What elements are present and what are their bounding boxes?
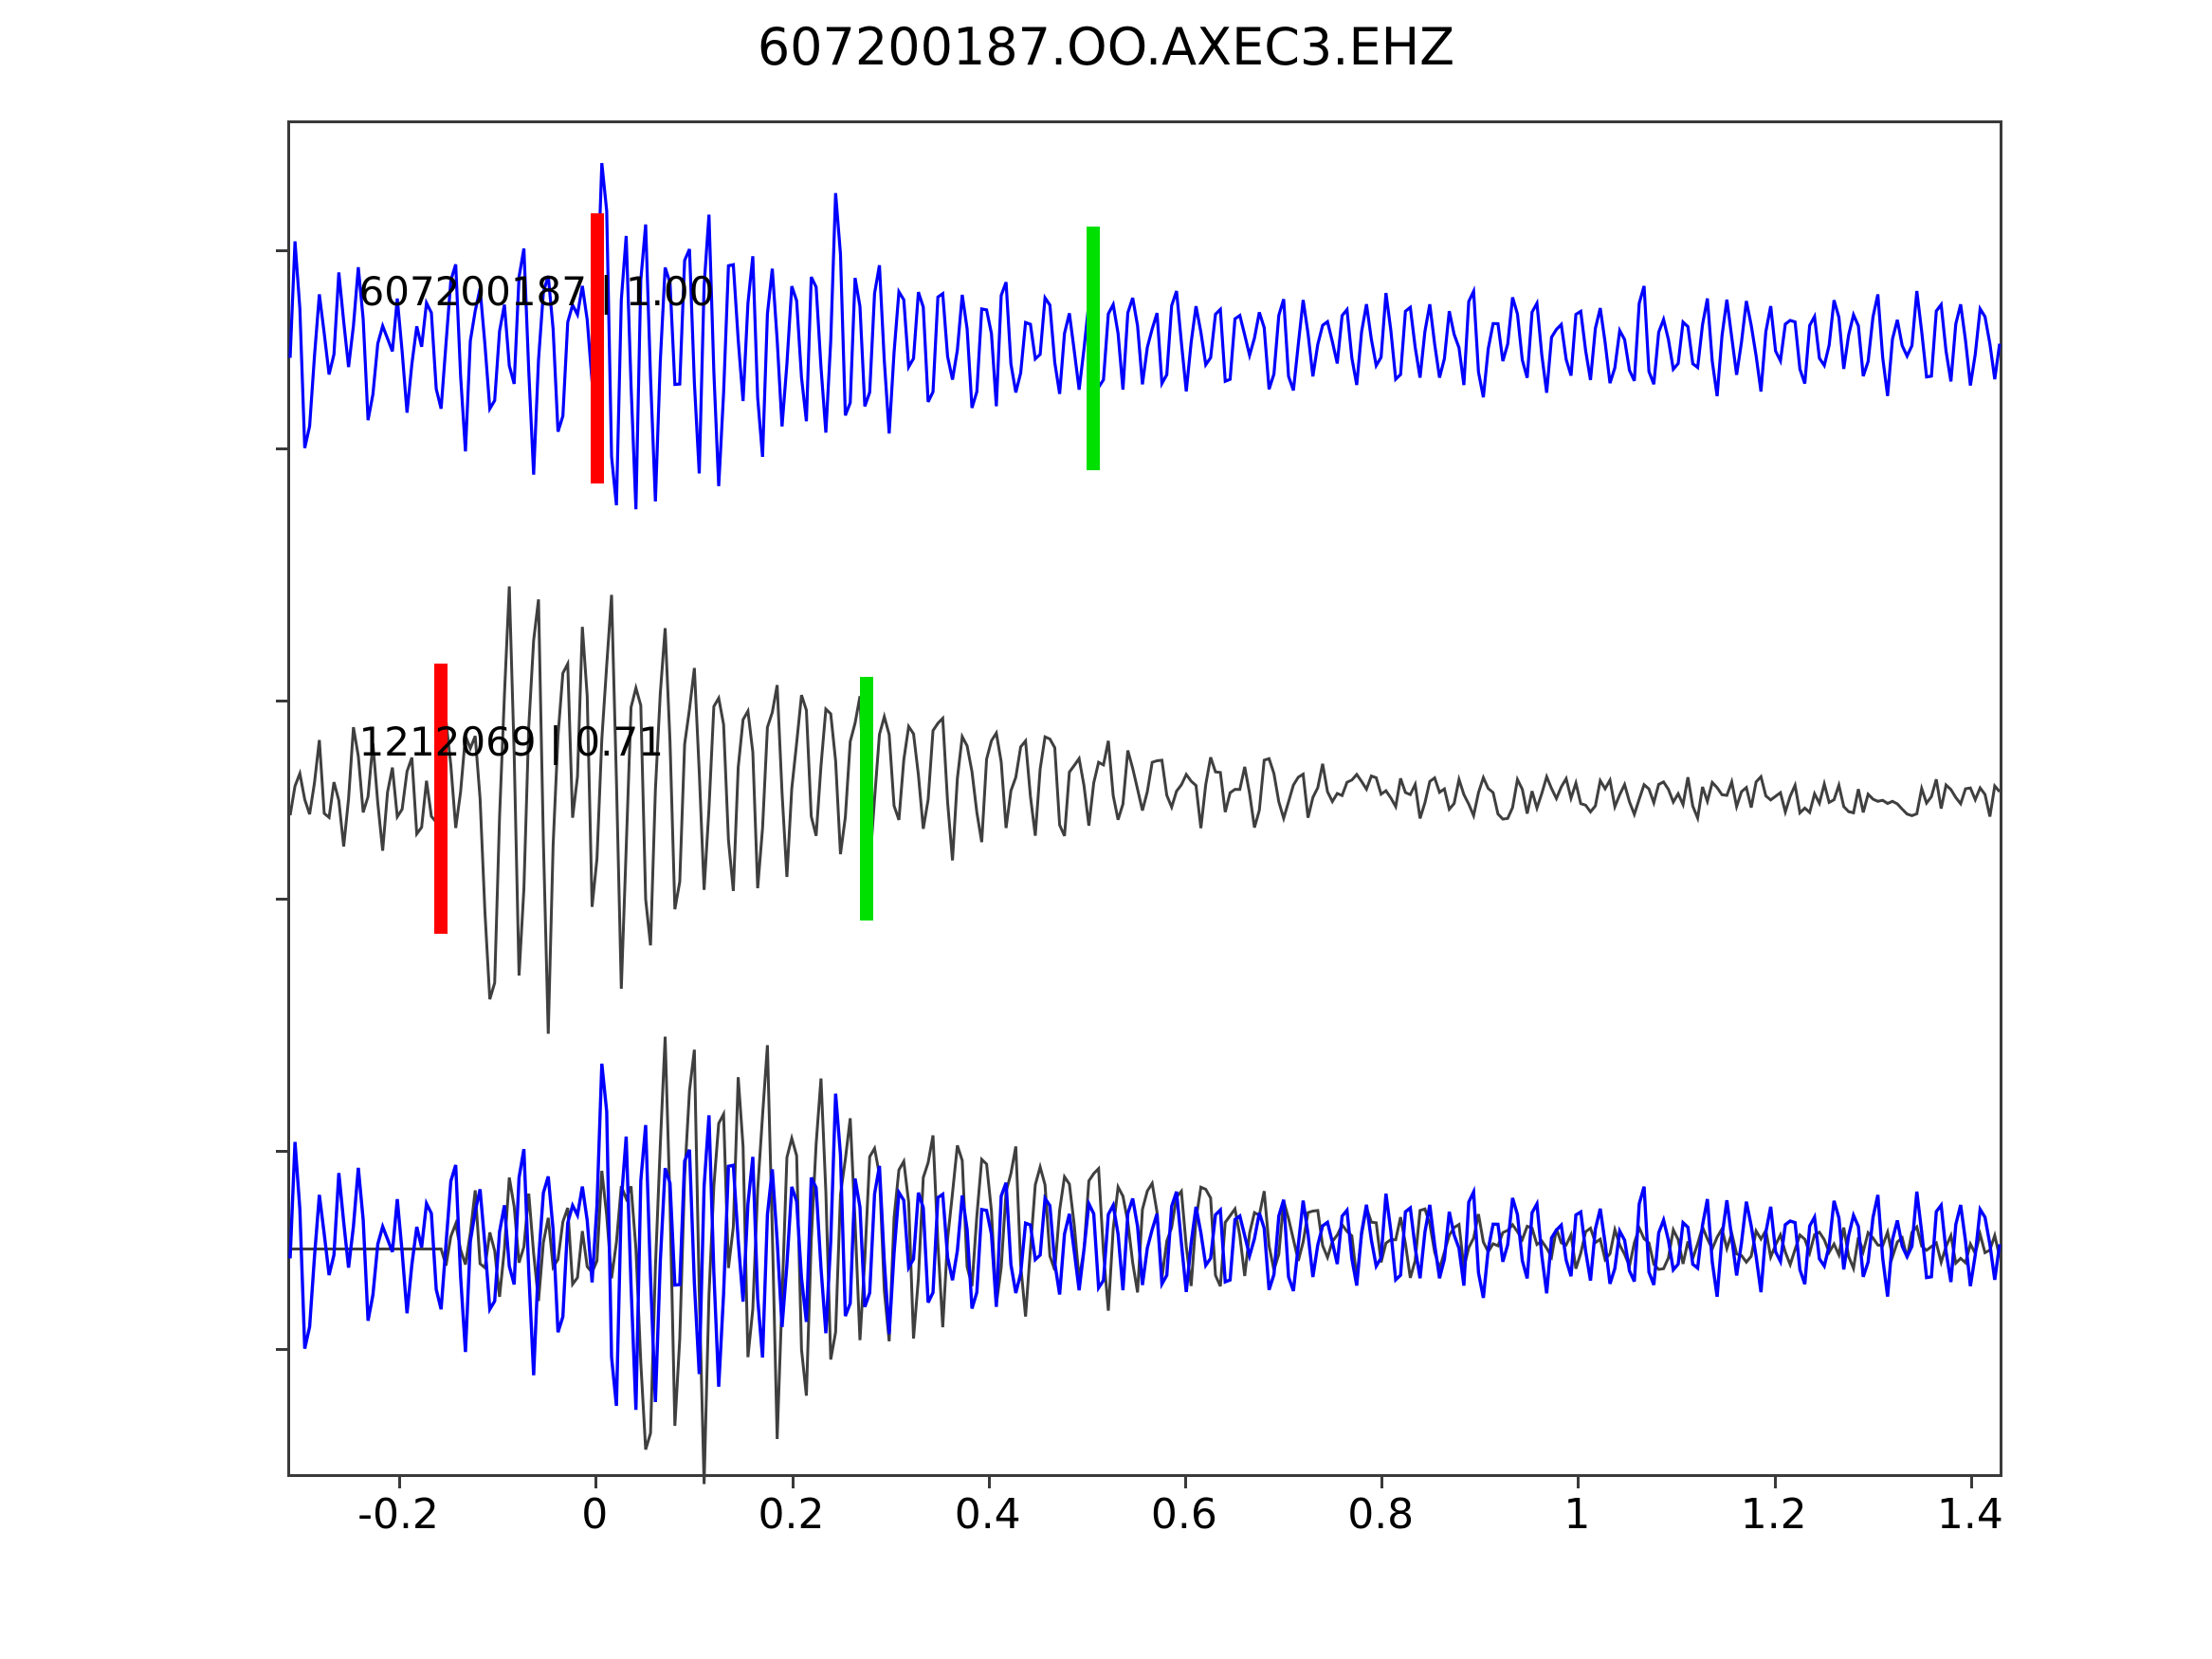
- s-pick-trace-1: [1086, 227, 1100, 470]
- y-axis-tick-3: [276, 700, 290, 702]
- p-pick-trace-1: [591, 213, 605, 483]
- trace-label-2: 1212069 | 0.71: [358, 718, 664, 765]
- trace-1-waveform: [288, 162, 2002, 510]
- trace-3-overlay-waveform: [288, 1036, 2002, 1485]
- y-axis-tick-2: [276, 898, 290, 901]
- trace-label-1: 607200187 | 1.00: [358, 267, 715, 315]
- x-axis-tick-3: [987, 1474, 991, 1488]
- y-axis-tick-5: [276, 249, 290, 252]
- x-axis-tick-4: [1183, 1474, 1187, 1488]
- x-axis-tick-label-8: 1.4: [1936, 1490, 2003, 1539]
- x-axis-tick-label-7: 1.2: [1740, 1490, 1807, 1539]
- x-axis-tick-label-3: 0.4: [954, 1490, 1021, 1539]
- trace-2-waveform: [288, 586, 2002, 1034]
- x-axis-tick-label-5: 0.8: [1347, 1490, 1415, 1539]
- x-axis-tick-6: [1577, 1474, 1581, 1488]
- waveform-canvas: [288, 162, 2002, 1485]
- p-pick-trace-2: [433, 664, 448, 934]
- y-axis-tick-4: [276, 447, 290, 450]
- x-axis-tick-label-6: 1: [1563, 1490, 1591, 1539]
- x-axis-tick-label-1: 0: [581, 1490, 609, 1539]
- x-axis-tick-label-2: 0.2: [758, 1490, 825, 1539]
- page-title: 607200187.OO.AXEC3.EHZ: [757, 17, 1455, 77]
- x-axis-tick-8: [1969, 1474, 1973, 1488]
- x-axis-tick-label-4: 0.6: [1150, 1490, 1217, 1539]
- x-axis-tick-1: [594, 1474, 598, 1488]
- x-axis-tick-label-0: -0.2: [357, 1490, 439, 1539]
- x-axis-tick-0: [398, 1474, 401, 1488]
- s-pick-trace-2: [860, 677, 874, 921]
- x-axis-tick-2: [791, 1474, 795, 1488]
- y-axis-tick-1: [276, 1150, 290, 1153]
- x-axis-tick-5: [1380, 1474, 1384, 1488]
- plot-area: 607200187 | 1.00 1212069 | 0.71: [276, 120, 2002, 1488]
- x-axis-tick-7: [1773, 1474, 1777, 1488]
- y-axis-tick-0: [276, 1348, 290, 1351]
